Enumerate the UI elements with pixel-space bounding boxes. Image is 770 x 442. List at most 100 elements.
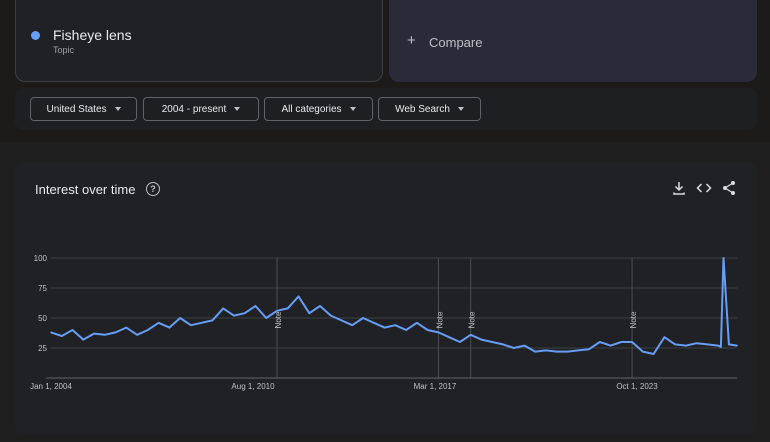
y-tick-label: 50 bbox=[38, 314, 47, 323]
filter-region-dropdown[interactable]: United States bbox=[30, 97, 137, 121]
data-point bbox=[437, 331, 440, 334]
data-point bbox=[469, 334, 472, 336]
data-point bbox=[736, 344, 738, 347]
data-point bbox=[722, 257, 725, 259]
data-point bbox=[383, 326, 386, 329]
data-point bbox=[114, 331, 117, 334]
data-point bbox=[125, 326, 128, 329]
caret-down-icon bbox=[457, 107, 464, 111]
filter-property-dropdown[interactable]: Web Search bbox=[378, 97, 481, 121]
data-point bbox=[405, 329, 407, 331]
filter-category-label: All categories bbox=[281, 103, 342, 115]
data-point bbox=[265, 317, 268, 319]
compare-label: Compare bbox=[429, 35, 483, 50]
data-point bbox=[555, 350, 558, 353]
search-term-name: Fisheye lens bbox=[53, 27, 132, 43]
series-line bbox=[50, 257, 738, 355]
data-point bbox=[50, 331, 52, 334]
note-label: Note bbox=[435, 311, 444, 328]
data-point bbox=[179, 317, 181, 319]
data-point bbox=[631, 341, 633, 343]
plus-icon: + bbox=[407, 32, 416, 49]
note-label: Note bbox=[274, 311, 283, 328]
y-tick-label: 100 bbox=[34, 254, 48, 263]
data-point bbox=[663, 336, 666, 338]
data-point bbox=[728, 343, 730, 346]
data-point bbox=[211, 319, 214, 322]
data-point bbox=[685, 344, 687, 347]
interest-over-time-panel: Interest over time ? 25 50 75 100 Note Note No… bbox=[15, 162, 757, 434]
filter-bar: United States 2004 - present All categor… bbox=[15, 88, 757, 130]
data-point bbox=[448, 336, 450, 338]
data-point bbox=[534, 350, 537, 353]
search-term-type: Topic bbox=[53, 45, 75, 55]
note-label: Note bbox=[629, 311, 638, 328]
data-point bbox=[512, 347, 515, 349]
data-point bbox=[104, 334, 106, 336]
data-point bbox=[157, 322, 160, 324]
x-tick-label: Jan 1, 2004 bbox=[30, 382, 72, 391]
data-point bbox=[319, 305, 321, 307]
data-point bbox=[480, 338, 483, 341]
filter-category-dropdown[interactable]: All categories bbox=[264, 97, 373, 121]
data-point bbox=[373, 322, 375, 324]
data-point bbox=[233, 314, 235, 317]
search-term-card[interactable]: Fisheye lens Topic bbox=[15, 0, 383, 82]
data-point bbox=[599, 341, 601, 343]
data-point bbox=[588, 348, 590, 350]
x-tick-label: Oct 1, 2023 bbox=[616, 382, 658, 391]
data-point bbox=[136, 334, 138, 336]
compare-button[interactable]: + Compare bbox=[389, 0, 757, 82]
interest-line-chart: 25 50 75 100 Note Note Note Note Jan 1, 2004 Aug … bbox=[30, 254, 738, 391]
data-point bbox=[276, 310, 278, 312]
filter-time-dropdown[interactable]: 2004 - present bbox=[143, 97, 259, 121]
data-point bbox=[620, 341, 623, 343]
data-point bbox=[82, 338, 85, 341]
data-point bbox=[459, 341, 461, 343]
y-tick-label: 75 bbox=[38, 284, 47, 293]
data-point bbox=[523, 344, 526, 347]
data-point bbox=[190, 324, 192, 326]
y-tick-label: 25 bbox=[38, 344, 47, 353]
data-point bbox=[416, 322, 418, 324]
data-point bbox=[297, 295, 300, 298]
data-point bbox=[340, 319, 343, 322]
data-point bbox=[243, 312, 246, 314]
data-point bbox=[286, 307, 289, 310]
download-icon[interactable] bbox=[671, 180, 687, 196]
data-point bbox=[720, 346, 722, 348]
caret-down-icon bbox=[234, 107, 241, 111]
data-point bbox=[308, 312, 311, 314]
caret-down-icon bbox=[114, 107, 121, 111]
filter-region-label: United States bbox=[46, 103, 107, 115]
x-tick-label: Mar 1, 2017 bbox=[414, 382, 457, 391]
embed-code-icon[interactable] bbox=[696, 180, 712, 196]
data-point bbox=[71, 329, 74, 331]
data-point bbox=[329, 314, 332, 317]
data-point bbox=[394, 324, 397, 326]
data-point bbox=[674, 343, 676, 346]
caret-down-icon bbox=[349, 107, 356, 111]
panel-title: Interest over time bbox=[35, 182, 136, 197]
data-point bbox=[147, 329, 149, 331]
series-color-dot bbox=[31, 31, 40, 40]
share-icon[interactable] bbox=[721, 180, 737, 196]
data-point bbox=[491, 341, 493, 343]
data-point bbox=[362, 317, 364, 319]
data-point bbox=[200, 322, 203, 324]
help-circle-icon[interactable]: ? bbox=[146, 182, 160, 196]
filter-time-label: 2004 - present bbox=[161, 103, 227, 115]
data-point bbox=[426, 329, 429, 331]
data-point bbox=[545, 349, 547, 352]
data-point bbox=[60, 335, 63, 337]
data-point bbox=[577, 349, 580, 352]
filter-property-label: Web Search bbox=[395, 103, 450, 115]
data-point bbox=[168, 326, 171, 329]
data-point bbox=[695, 342, 698, 344]
data-point bbox=[566, 350, 569, 353]
data-point bbox=[706, 343, 709, 346]
data-point bbox=[222, 307, 224, 310]
data-point bbox=[254, 305, 257, 307]
data-point bbox=[502, 343, 504, 346]
data-point bbox=[609, 344, 612, 347]
